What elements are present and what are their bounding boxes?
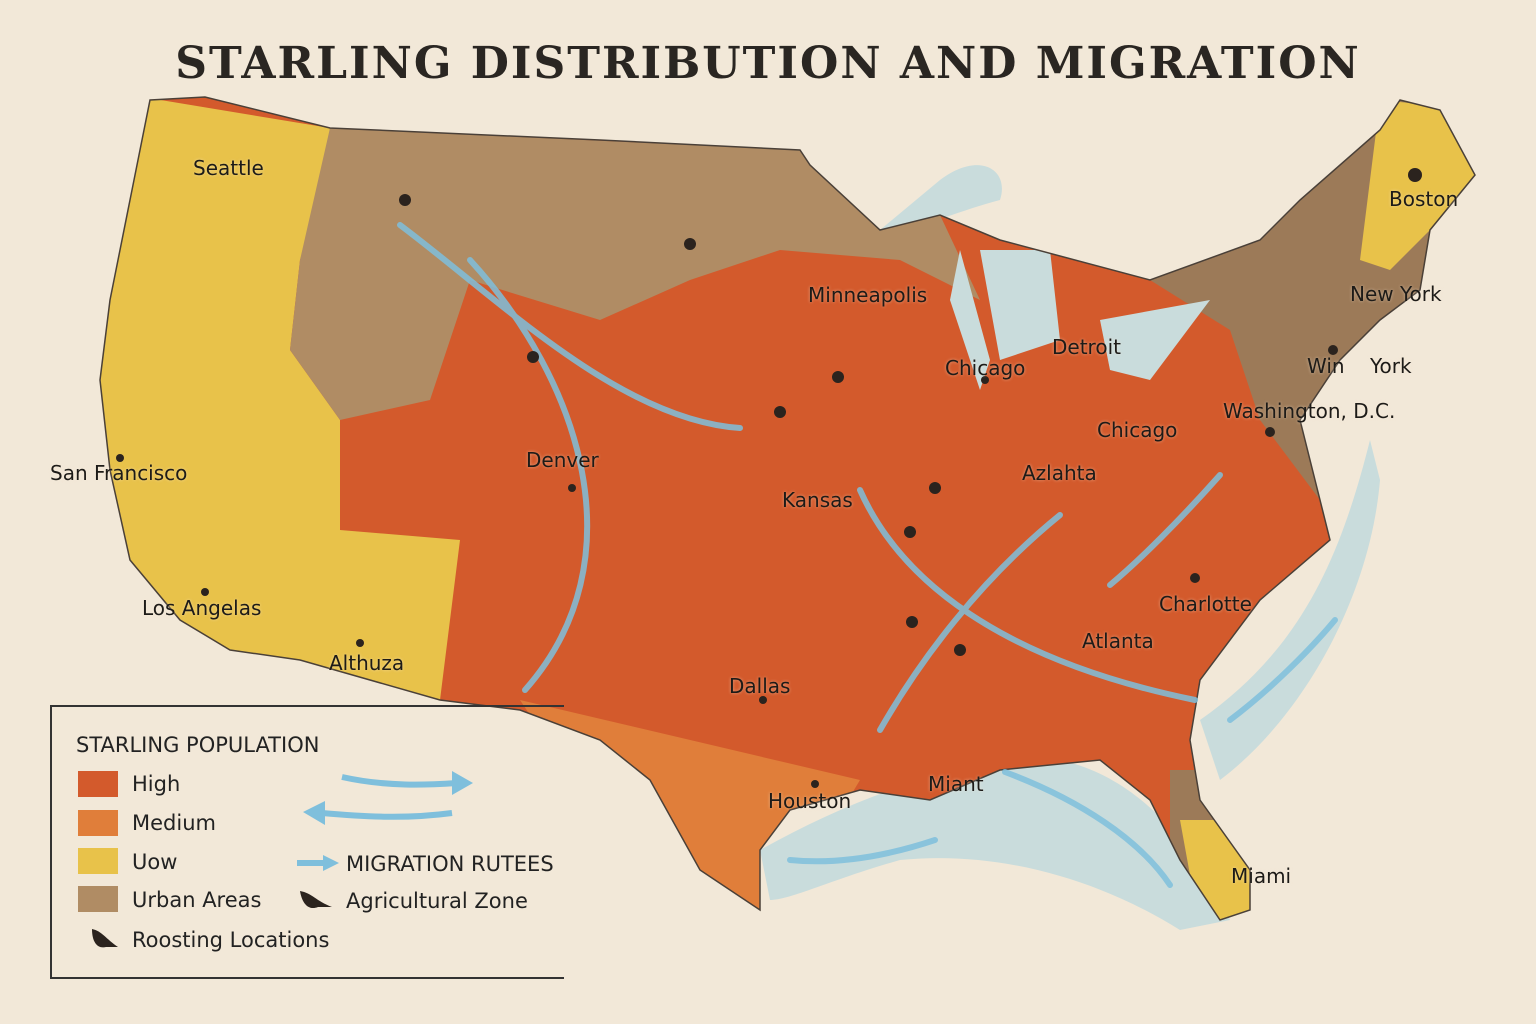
city-label-azlahta: Azlahta (1022, 461, 1097, 485)
city-label-chicago: Chicago (945, 356, 1026, 380)
city-label-seattle: Seattle (193, 156, 264, 180)
city-label-los-angelas: Los Angelas (142, 596, 262, 620)
legend-label-agricultural: Agricultural Zone (346, 889, 528, 913)
migration-routes (397, 222, 1338, 888)
city-label-boston: Boston (1389, 187, 1459, 211)
migration-route (397, 222, 743, 431)
legend-label-low: Uow (132, 850, 178, 874)
city-label-san-francisco: San Francisco (50, 461, 188, 485)
city-label-minneapolis: Minneapolis (808, 283, 928, 307)
migration-route (877, 512, 1063, 733)
legend-label-urban: Urban Areas (132, 888, 262, 912)
migration-route (787, 837, 938, 865)
region-urban-north (290, 128, 980, 420)
migration-route (467, 257, 591, 693)
city-label-detroit: Detroit (1052, 335, 1121, 359)
migration-route (1227, 617, 1338, 723)
roost-dots (116, 168, 1422, 788)
migration-route (1107, 472, 1223, 588)
city-label-althuza: Althuza (329, 651, 405, 675)
city-label-houston: Houston (768, 789, 852, 813)
legend-label-roosting: Roosting Locations (132, 928, 330, 952)
city-label-york: York (1370, 354, 1412, 378)
map-title: STARLING DISTRIBUTION AND MIGRATION (175, 38, 1361, 89)
city-label-charlotte: Charlotte (1159, 592, 1252, 616)
city-label-dallas: Dallas (729, 674, 791, 698)
legend-swatch-high (78, 771, 118, 797)
us-outline (99, 96, 1476, 921)
great-lakes (950, 250, 1060, 390)
region-low-maine (1360, 100, 1475, 270)
legend-swatch-urban (78, 886, 118, 912)
agricultural-bird-icon (300, 891, 332, 909)
legend-label-high: High (132, 772, 181, 796)
water (760, 165, 1380, 930)
legend-label-migration: MIGRATION RUTEES (346, 852, 554, 876)
bird-icon (92, 929, 118, 948)
legend-title: STARLING POPULATION (76, 733, 320, 757)
city-label-miant: Miant (928, 772, 984, 796)
legend-swatch-low (78, 848, 118, 874)
city-label-washington-dc: Washington, D.C. (1223, 399, 1396, 423)
city-label-kansas: Kansas (782, 488, 853, 512)
migration-route (857, 487, 1198, 703)
migration-arrow-icon (297, 855, 339, 871)
migration-route (1002, 769, 1173, 888)
legend: STARLING POPULATION High Medium Uow Urba… (50, 705, 564, 979)
lake-erie (1100, 300, 1210, 380)
city-label-new-york: New York (1350, 282, 1442, 306)
city-label-denver: Denver (526, 448, 599, 472)
city-label-atlanta: Atlanta (1082, 629, 1154, 653)
legend-swatch-medium (78, 810, 118, 836)
city-label-chicago-2: Chicago (1097, 418, 1178, 442)
legend-label-medium: Medium (132, 811, 216, 835)
city-label-win: Win (1307, 354, 1345, 378)
region-low-west (100, 97, 460, 700)
migration-arrows-icon (303, 771, 473, 825)
city-label-miami: Miami (1231, 864, 1292, 888)
